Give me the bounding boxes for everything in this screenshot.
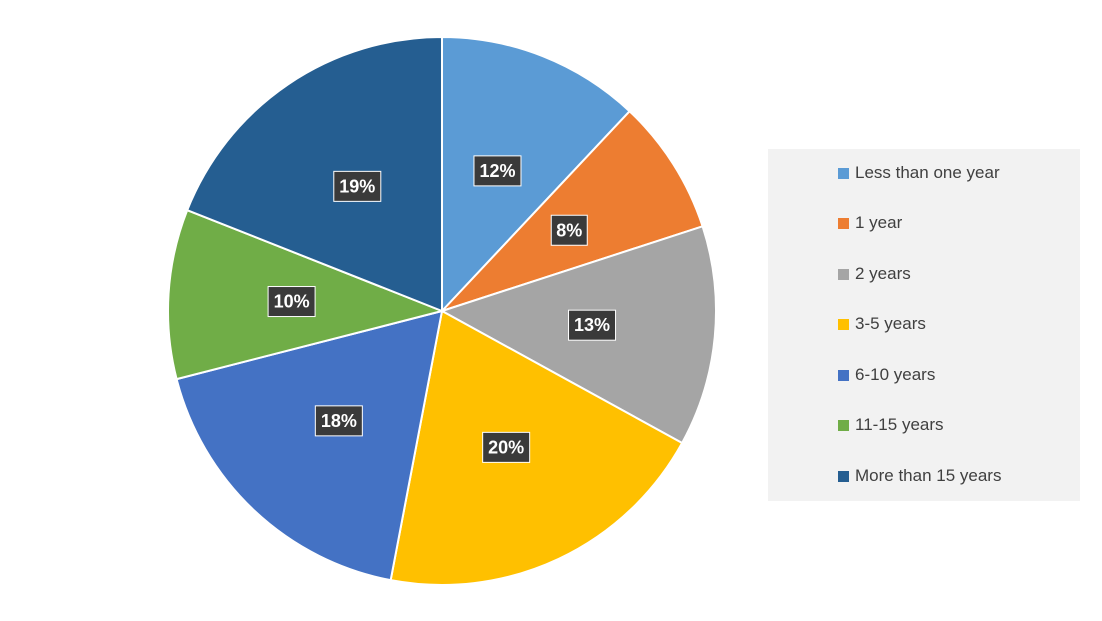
data-label-box <box>550 214 588 246</box>
legend-item-6-10-years: 6-10 years <box>838 364 935 386</box>
legend-swatch <box>838 470 849 482</box>
data-label-more-than-15-years: 19% <box>333 170 382 202</box>
legend-swatch <box>838 369 849 381</box>
data-label-text: 10% <box>274 292 310 312</box>
legend-item-3-5-years: 3-5 years <box>838 313 926 335</box>
legend-swatch <box>838 167 849 179</box>
legend-item-more-than-15-years: More than 15 years <box>838 465 1001 487</box>
pie-slice-more-than-15-years <box>185 35 443 313</box>
data-label-2-years: 13% <box>568 309 617 341</box>
data-label-text: 13% <box>574 315 610 335</box>
data-label-text: 20% <box>488 437 524 457</box>
data-label-box <box>568 309 617 341</box>
pie-slice-less-than-one-year <box>441 35 631 314</box>
legend-label: 6-10 years <box>855 365 936 384</box>
data-label-box <box>333 170 382 202</box>
pie-slices <box>167 35 717 586</box>
legend-item-less-than-one-year: Less than one year <box>838 162 1000 184</box>
legend-label: 2 years <box>855 264 911 283</box>
legend-swatch <box>838 268 849 280</box>
data-label-less-than-one-year: 12% <box>473 155 522 187</box>
data-label-text: 12% <box>479 161 515 181</box>
data-label-1-year: 8% <box>550 214 588 246</box>
legend-swatch <box>838 419 849 431</box>
legend-item-11-15-years: 11-15 years <box>838 414 944 436</box>
legend-swatch <box>838 217 849 229</box>
pie-slice-3-5-years <box>389 309 684 586</box>
pie-chart-svg: 12% 8% 13% 20% 18% 10% 19% <box>167 35 717 586</box>
legend-item-1-year: 1 year <box>838 212 902 234</box>
data-label-6-10-years: 18% <box>314 405 363 437</box>
legend-label: 1 year <box>855 213 903 232</box>
legend-label: More than 15 years <box>855 466 1002 485</box>
legend-swatch <box>838 318 849 330</box>
data-label-3-5-years: 20% <box>482 431 531 463</box>
legend-label: 11-15 years <box>855 415 944 434</box>
data-label-text: 8% <box>556 220 582 240</box>
pie-slice-6-10-years <box>175 309 444 582</box>
data-label-text: 18% <box>321 411 357 431</box>
data-label-text: 19% <box>339 176 375 196</box>
pie-slice-1-year <box>441 109 704 312</box>
data-label-box <box>267 286 316 318</box>
data-label-11-15-years: 10% <box>267 286 316 318</box>
data-label-box <box>473 155 522 187</box>
legend-label: 3-5 years <box>855 314 926 333</box>
legend-label: Less than one year <box>855 163 1000 182</box>
legend-item-2-years: 2 years <box>838 263 911 285</box>
pie-data-labels: 12% 8% 13% 20% 18% 10% 19% <box>267 155 617 463</box>
data-label-box <box>482 431 531 463</box>
data-label-box <box>314 405 363 437</box>
chart-legend: Less than one year 1 year 2 years 3-5 ye… <box>768 149 1080 501</box>
